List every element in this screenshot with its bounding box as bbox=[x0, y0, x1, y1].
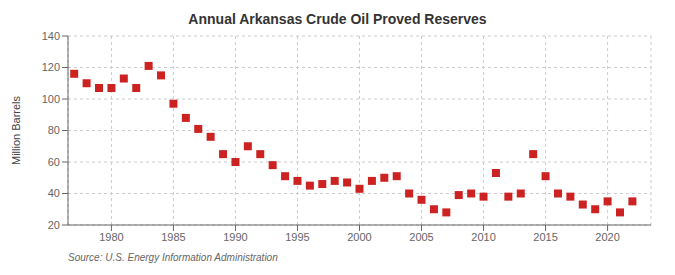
svg-text:Million Barrels: Million Barrels bbox=[10, 95, 22, 165]
svg-text:2010: 2010 bbox=[471, 231, 495, 243]
svg-text:2005: 2005 bbox=[409, 231, 433, 243]
html-text:Source: U.S. Energy Informatio: Source: U.S. Energy Information Administ… bbox=[68, 252, 278, 263]
svg-text:1990: 1990 bbox=[223, 231, 247, 243]
svg-text:80: 80 bbox=[48, 124, 60, 136]
svg-text:140: 140 bbox=[42, 30, 60, 42]
svg-text:1995: 1995 bbox=[285, 231, 309, 243]
svg-text:1985: 1985 bbox=[161, 231, 185, 243]
svg-text:120: 120 bbox=[42, 61, 60, 73]
svg-text:1980: 1980 bbox=[99, 231, 123, 243]
svg-text:20: 20 bbox=[48, 219, 60, 231]
svg-text:2020: 2020 bbox=[595, 231, 619, 243]
svg-text:2015: 2015 bbox=[533, 231, 557, 243]
svg-text:40: 40 bbox=[48, 187, 60, 199]
html-text:Annual Arkansas Crude Oil Prov: Annual Arkansas Crude Oil Proved Reserve… bbox=[188, 11, 487, 27]
svg-text:60: 60 bbox=[48, 156, 60, 168]
svg-text:100: 100 bbox=[42, 93, 60, 105]
svg-text:2000: 2000 bbox=[347, 231, 371, 243]
